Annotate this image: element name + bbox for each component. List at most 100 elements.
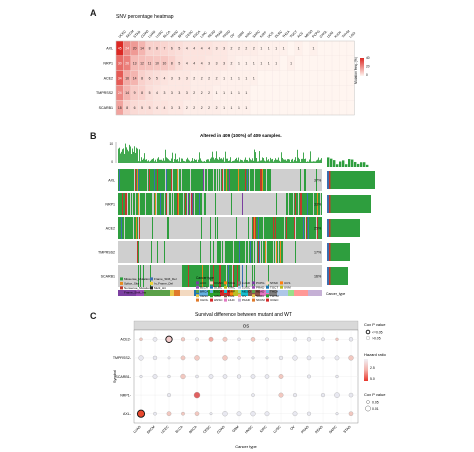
variant-legend-swatch <box>120 277 123 281</box>
tmb-bar <box>300 161 301 163</box>
heatmap-cell-value: 20 <box>133 47 137 51</box>
cancer-legend-swatch <box>196 294 199 298</box>
heatmap-cell-value: 26 <box>125 62 129 66</box>
oncoprint-alteration <box>190 265 191 287</box>
oncoprint-alteration <box>157 169 158 191</box>
heatmap-cell-value: 1 <box>231 76 233 80</box>
heatmap-cell <box>346 85 355 101</box>
heatmap-cell <box>324 55 333 71</box>
tmb-bar <box>213 157 214 163</box>
oncoprint-gene-label: SCARB1 <box>101 274 115 278</box>
oncoprint-alteration <box>262 217 263 239</box>
heatmap-cancer-label: LUAD <box>147 29 156 38</box>
legend-cox-p-label: <=0.05 <box>372 330 383 334</box>
oncoprint-alteration <box>265 217 266 239</box>
tmb-bar <box>128 151 129 163</box>
oncoprint-alteration <box>143 169 144 191</box>
survival-point <box>167 356 171 360</box>
heatmap-legend-bar <box>360 58 364 76</box>
oncoprint-alteration <box>206 169 207 191</box>
cancer-type-strip-segment <box>180 290 194 296</box>
oncoprint-alteration <box>129 217 130 239</box>
oncoprint-alteration <box>192 169 193 191</box>
oncoprint-alteration <box>160 193 161 215</box>
cancer-legend-swatch <box>238 290 241 293</box>
oncoprint-alteration <box>189 169 190 191</box>
survival-cancer-label: COAD <box>216 424 226 434</box>
oncoprint-alteration <box>169 193 170 215</box>
oncoprint-alteration <box>236 265 237 287</box>
oncoprint-alteration <box>195 169 196 191</box>
oncoprint-alteration <box>157 193 158 215</box>
cancer-type-strip-segment <box>170 290 174 296</box>
oncoprint-alteration <box>217 241 218 263</box>
oncoprint-alteration <box>222 241 223 263</box>
heatmap-cell <box>316 55 325 71</box>
oncoprint-alteration <box>202 169 203 191</box>
tmb-bar <box>291 159 292 163</box>
oncoprint-side-bar-segment <box>329 267 331 285</box>
cancer-legend-swatch <box>224 298 227 302</box>
oncoprint-alteration <box>285 217 286 239</box>
panel-letter-b: B <box>90 131 97 141</box>
tmb-bar <box>239 161 240 163</box>
heatmap-cell-value: 3 <box>223 62 225 66</box>
oncoprint-alteration <box>314 193 315 215</box>
heatmap-cancer-label: CESC <box>185 29 195 39</box>
heatmap-cell-value: 3 <box>178 91 180 95</box>
oncoprint-alteration <box>137 217 138 239</box>
oncoprint-side-top-bar <box>351 159 354 167</box>
oncoprint-alteration <box>279 241 280 263</box>
cancer-legend-label: ESCA <box>214 290 222 294</box>
tmb-bar <box>253 160 254 163</box>
oncoprint-alteration <box>169 169 170 191</box>
oncoprint-alteration <box>158 193 159 215</box>
oncoprint-alteration <box>232 241 233 263</box>
oncoprint-alteration <box>212 169 213 191</box>
oncoprint-alteration <box>150 169 151 191</box>
oncoprint-alteration <box>239 241 240 263</box>
oncoprint-alteration <box>290 193 291 215</box>
tmb-bar <box>235 159 236 163</box>
tmb-bar <box>283 159 284 163</box>
cancer-legend-label: UCEC <box>270 298 279 302</box>
oncoprint-alteration <box>267 169 268 191</box>
oncoprint-percent: 16% <box>314 274 322 278</box>
oncoprint-gene-label: NRP1 <box>105 202 115 206</box>
heatmap-cell <box>294 70 303 86</box>
heatmap-cell-value: 2 <box>201 91 203 95</box>
tmb-bar <box>236 157 237 163</box>
tmb-bar <box>174 159 175 163</box>
oncoprint-alteration <box>269 241 270 263</box>
heatmap-cell-value: 3 <box>216 47 218 51</box>
heatmap-cell-value: 3 <box>178 76 180 80</box>
oncoprint-side-bar-segment <box>327 219 329 237</box>
cancer-legend-label: LUAD <box>242 281 251 285</box>
tmb-bar <box>321 158 322 163</box>
oncoprint-alteration <box>140 169 141 191</box>
oncoprint-alteration <box>193 169 194 191</box>
heatmap-cell <box>302 100 310 116</box>
oncoprint-alteration <box>243 241 244 263</box>
heatmap-cell-value: 30 <box>118 62 122 66</box>
oncoprint-alteration <box>204 193 205 215</box>
oncoprint-alteration <box>227 169 228 191</box>
heatmap-cell <box>287 70 295 86</box>
cancer-legend-label: SKCM <box>256 298 265 302</box>
oncoprint-alteration <box>241 241 242 263</box>
heatmap-cell-value: 3 <box>216 62 218 66</box>
oncoprint-alteration <box>300 169 301 191</box>
oncoprint-alteration <box>214 265 215 287</box>
heatmap-cell-value: 4 <box>201 47 203 51</box>
cancer-legend-swatch <box>252 281 255 285</box>
tmb-bar <box>317 159 318 163</box>
tmb-bar <box>223 157 224 163</box>
heatmap-cell <box>331 40 340 56</box>
oncoprint-alteration <box>276 241 277 263</box>
oncoprint-alteration <box>163 169 164 191</box>
oncoprint-alteration <box>241 169 242 191</box>
cancer-legend-label: KIRC <box>228 285 236 289</box>
oncoprint-alteration <box>162 193 163 215</box>
oncoprint-alteration <box>165 193 166 215</box>
tmb-bar <box>205 161 206 163</box>
